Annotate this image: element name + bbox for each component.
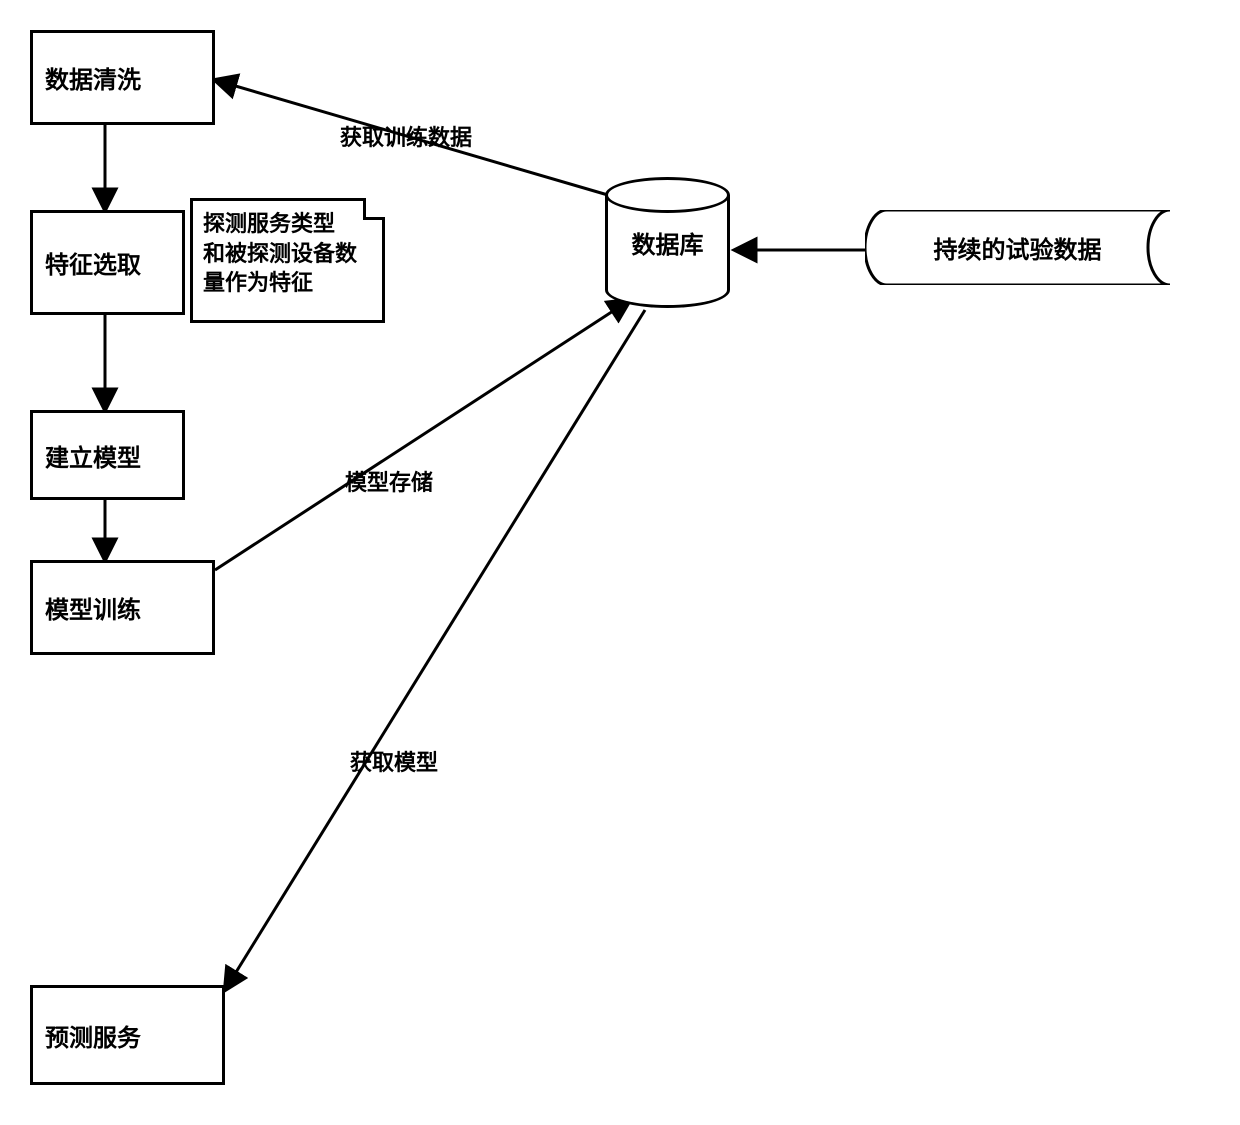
node-label: 模型训练 [45, 590, 141, 625]
node-feature-note: 探测服务类型 和被探测设备数 量作为特征 [190, 198, 385, 323]
edge-label-db-to-clean: 获取训练数据 [340, 120, 472, 152]
edge-label-db-to-predict: 获取模型 [350, 745, 438, 777]
node-label: 建立模型 [45, 438, 141, 473]
node-train-model: 模型训练 [30, 560, 215, 655]
node-continuous-data: 持续的试验数据 [865, 210, 1170, 285]
node-database: 数据库 [605, 177, 730, 308]
node-data-clean: 数据清洗 [30, 30, 215, 125]
flowchart-canvas: 数据清洗 特征选取 建立模型 模型训练 预测服务 探测服务类型 和被探测设备数 … [0, 0, 1240, 1125]
edge-train-to-db [215, 300, 630, 570]
node-label: 预测服务 [45, 1018, 141, 1053]
note-line: 量作为特征 [203, 268, 372, 298]
node-label: 数据库 [632, 225, 704, 260]
node-label: 数据清洗 [45, 60, 141, 95]
edge-label-train-to-db: 模型存储 [345, 465, 433, 497]
note-fold-icon [363, 198, 385, 220]
node-label: 特征选取 [45, 245, 141, 280]
node-build-model: 建立模型 [30, 410, 185, 500]
node-predict-service: 预测服务 [30, 985, 225, 1085]
node-label: 持续的试验数据 [934, 230, 1102, 265]
cylinder-top [605, 177, 730, 213]
edge-db-to-predict [225, 310, 645, 990]
note-line: 和被探测设备数 [203, 239, 372, 269]
node-feature-select: 特征选取 [30, 210, 185, 315]
note-line: 探测服务类型 [203, 209, 372, 239]
